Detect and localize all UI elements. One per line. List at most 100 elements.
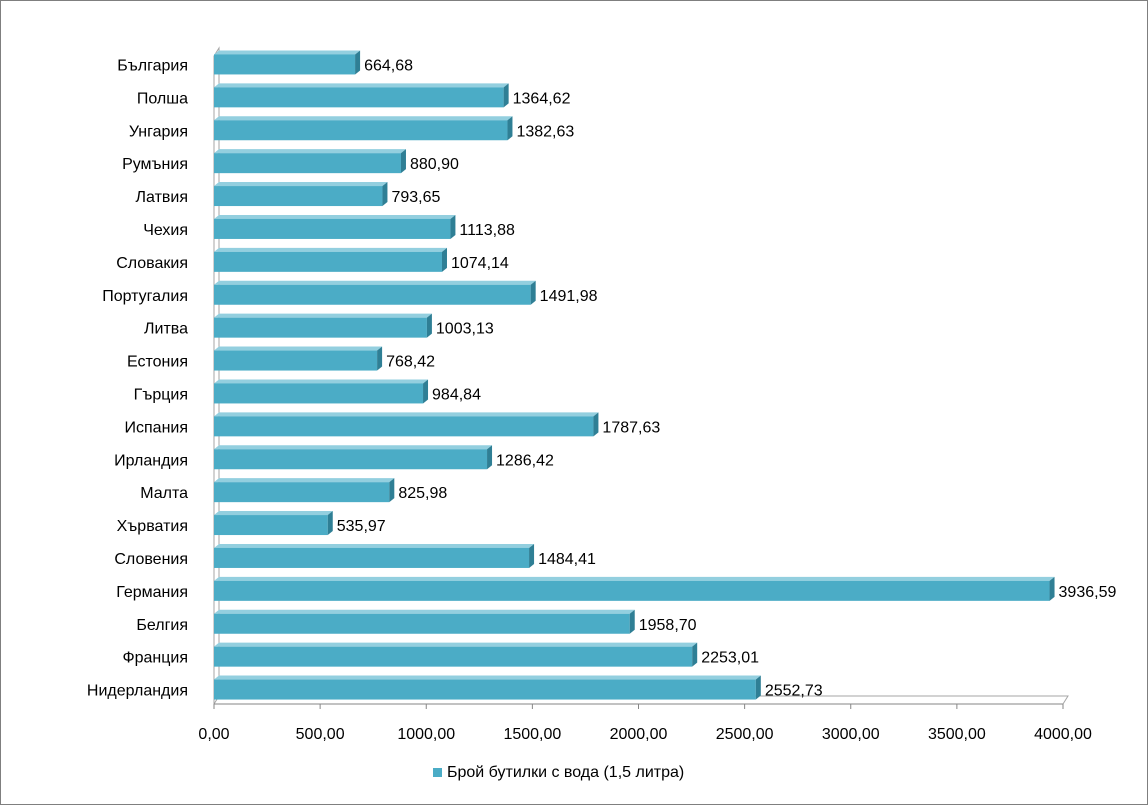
category-label: Латвия xyxy=(136,189,188,206)
bar xyxy=(214,449,488,470)
bar xyxy=(214,482,390,503)
data-label: 2253,01 xyxy=(701,650,759,667)
data-label: 2552,73 xyxy=(765,683,823,700)
data-label: 1364,62 xyxy=(513,90,571,107)
data-label: 793,65 xyxy=(391,189,440,206)
legend-label: Брой бутилки с вода (1,5 литра) xyxy=(447,764,684,781)
category-label: Естония xyxy=(127,354,188,371)
bar xyxy=(214,580,1050,601)
category-label: Нидерландия xyxy=(87,683,188,700)
bar-top-face xyxy=(214,609,635,614)
data-label: 825,98 xyxy=(398,485,447,502)
bar-side-face xyxy=(426,313,432,338)
category-label: Гърция xyxy=(134,386,188,403)
labels-layer: България 664,68 Полша 1364,62 Унгария 1382,63… xyxy=(87,57,1117,699)
bar-side-face xyxy=(529,543,535,568)
legend: Брой бутилки с вода (1,5 литра) xyxy=(433,764,684,781)
x-tick-label: 3500,00 xyxy=(928,726,986,743)
bar-top-face xyxy=(214,412,599,417)
bar xyxy=(214,416,594,437)
bar xyxy=(214,120,508,141)
data-label: 1074,14 xyxy=(451,255,509,272)
data-label: 1787,63 xyxy=(602,419,660,436)
category-label: Словения xyxy=(114,551,188,568)
bar-top-face xyxy=(214,83,509,88)
data-label: 1958,70 xyxy=(639,617,697,634)
bars-layer xyxy=(214,50,1055,700)
bar-top-face xyxy=(214,379,429,384)
data-label: 1484,41 xyxy=(538,551,596,568)
bar xyxy=(214,54,356,75)
bar xyxy=(214,646,693,667)
x-tick-label: 4000,00 xyxy=(1034,726,1092,743)
bar-top-face xyxy=(214,313,432,318)
bar-side-face xyxy=(327,511,333,536)
bar-side-face xyxy=(389,478,395,503)
data-label: 768,42 xyxy=(386,354,435,371)
x-tick-label: 2500,00 xyxy=(716,726,774,743)
data-label: 1003,13 xyxy=(436,321,494,338)
bar-side-face xyxy=(355,50,361,75)
bar-side-face xyxy=(1049,576,1055,601)
category-label: Хърватия xyxy=(117,518,188,535)
data-label: 1382,63 xyxy=(516,123,574,140)
category-label: България xyxy=(117,57,188,74)
bar-top-face xyxy=(214,280,536,285)
data-label: 1491,98 xyxy=(540,288,598,305)
plot-side-wall xyxy=(213,46,220,706)
bar-top-face xyxy=(214,247,447,252)
category-label: Румъния xyxy=(122,156,188,173)
bar xyxy=(214,284,531,305)
bar-side-face xyxy=(507,116,513,141)
bar xyxy=(214,87,504,108)
data-label: 535,97 xyxy=(337,518,386,535)
data-label: 1113,88 xyxy=(459,222,515,239)
data-label: 3936,59 xyxy=(1059,584,1117,601)
bar xyxy=(214,350,378,371)
bar-side-face xyxy=(377,346,383,371)
bar xyxy=(214,186,383,207)
bar-top-face xyxy=(214,576,1055,581)
bar-side-face xyxy=(423,379,429,404)
x-tick-label: 500,00 xyxy=(296,726,345,743)
bar-top-face xyxy=(214,214,456,219)
bar-side-face xyxy=(400,149,406,174)
x-tick-label: 3000,00 xyxy=(822,726,880,743)
bar xyxy=(214,383,424,404)
bar-side-face xyxy=(450,214,456,239)
category-label: Чехия xyxy=(143,222,188,239)
x-tick-label: 2000,00 xyxy=(610,726,668,743)
data-label: 880,90 xyxy=(410,156,459,173)
bar-top-face xyxy=(214,478,395,483)
bar-top-face xyxy=(214,149,406,154)
bar-top-face xyxy=(214,116,513,121)
bar-top-face xyxy=(214,182,388,187)
bar-top-face xyxy=(214,642,698,647)
legend-swatch xyxy=(433,768,442,777)
bar-top-face xyxy=(214,346,383,351)
bar-top-face xyxy=(214,675,761,680)
category-label: Полша xyxy=(137,90,188,107)
bar xyxy=(214,251,442,272)
category-label: Унгария xyxy=(129,123,188,140)
bar-side-face xyxy=(692,642,698,667)
category-label: Малта xyxy=(140,485,188,502)
x-tick-label: 1500,00 xyxy=(503,726,561,743)
x-tick-label: 1000,00 xyxy=(397,726,455,743)
data-label: 1286,42 xyxy=(496,452,554,469)
category-label: Испания xyxy=(125,419,189,436)
bar-side-face xyxy=(487,445,493,470)
bar-top-face xyxy=(214,445,493,450)
bar-side-face xyxy=(503,83,509,108)
bar xyxy=(214,153,401,174)
category-label: Литва xyxy=(144,321,188,338)
bar xyxy=(214,515,328,536)
data-label: 984,84 xyxy=(432,386,481,403)
bar-top-face xyxy=(214,543,535,548)
category-label: Словакия xyxy=(116,255,188,272)
x-tick-label: 0,00 xyxy=(198,726,229,743)
bar-side-face xyxy=(382,182,388,207)
bar-side-face xyxy=(530,280,536,305)
bar xyxy=(214,679,756,700)
